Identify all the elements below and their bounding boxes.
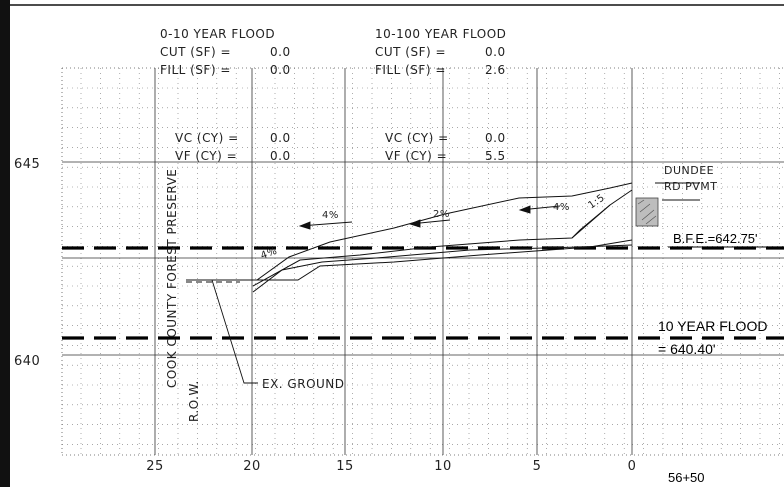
plot-frame (61, 67, 784, 456)
slope-label: 2% (433, 209, 450, 220)
forest-preserve-label: COOK COUNTY FOREST PRESERVE (165, 169, 179, 388)
summary-left: 0-10 YEAR FLOOD CUT (SF) = 0.0 FILL (SF)… (160, 27, 291, 163)
offset-label: 15 (336, 459, 354, 474)
slope-label: 4% (553, 202, 570, 213)
summary-left-vc-label: VC (CY) = (175, 131, 239, 145)
summary-left-vc-value: 0.0 (270, 131, 291, 145)
dundee-label-line1: DUNDEE (664, 164, 714, 177)
summary-left-cut-label: CUT (SF) = (160, 45, 231, 59)
offset-label: 25 (146, 459, 164, 474)
offset-label: 10 (434, 459, 452, 474)
summary-left-vf-value: 0.0 (270, 149, 291, 163)
ex-ground-label: EX. GROUND (262, 377, 345, 391)
elevation-label: 645 (14, 157, 40, 172)
slope-arrows (298, 205, 561, 230)
major-grid (62, 68, 784, 455)
dotted-grid (62, 68, 784, 455)
summary-right-vc-label: VC (CY) = (385, 131, 449, 145)
summary-right-vf-value: 5.5 (485, 149, 506, 163)
offset-label: 20 (243, 459, 261, 474)
summary-left-vf-label: VF (CY) = (175, 149, 237, 163)
summary-right-title: 10-100 YEAR FLOOD (375, 27, 506, 41)
summary-right-cut-label: CUT (SF) = (375, 45, 446, 59)
elevation-label: 640 (14, 354, 40, 369)
slope-labels: 4% 2% 4% 1:5 4% (259, 192, 607, 261)
row-label: R.O.W. (187, 380, 201, 422)
summary-left-fill-label: FILL (SF) = (160, 63, 231, 77)
bfe-label: B.F.E.=642.75' (673, 231, 758, 246)
offset-label: 5 (533, 459, 542, 474)
slope-label: 4% (259, 246, 279, 262)
summary-right: 10-100 YEAR FLOOD CUT (SF) = 0.0 FILL (S… (375, 27, 506, 163)
summary-right-fill-value: 2.6 (485, 63, 506, 77)
ex-ground-leader (211, 279, 258, 384)
summary-right-cut-value: 0.0 (485, 45, 506, 59)
ten-year-flood-value: = 640.40' (658, 341, 716, 357)
shoulder-line (571, 204, 611, 239)
dundee-label-line2: RD PVMT (664, 180, 717, 193)
slope-label: 4% (322, 210, 339, 221)
summary-right-vf-label: VF (CY) = (385, 149, 447, 163)
summary-left-cut-value: 0.0 (270, 45, 291, 59)
summary-right-fill-label: FILL (SF) = (375, 63, 446, 77)
offset-axis: 25 20 15 10 5 0 (146, 459, 636, 474)
station-label: 56+50 (668, 470, 705, 485)
fill-wedge (257, 239, 633, 281)
left-border-bar (0, 0, 10, 487)
ten-year-flood-label: 10 YEAR FLOOD (658, 318, 767, 334)
pavement-hatch-icon (635, 197, 659, 227)
offset-label: 0 (628, 459, 637, 474)
summary-right-vc-value: 0.0 (485, 131, 506, 145)
summary-left-fill-value: 0.0 (270, 63, 291, 77)
elevation-axis: 645 640 (14, 157, 40, 369)
summary-left-title: 0-10 YEAR FLOOD (160, 27, 275, 41)
leaders (211, 182, 700, 384)
